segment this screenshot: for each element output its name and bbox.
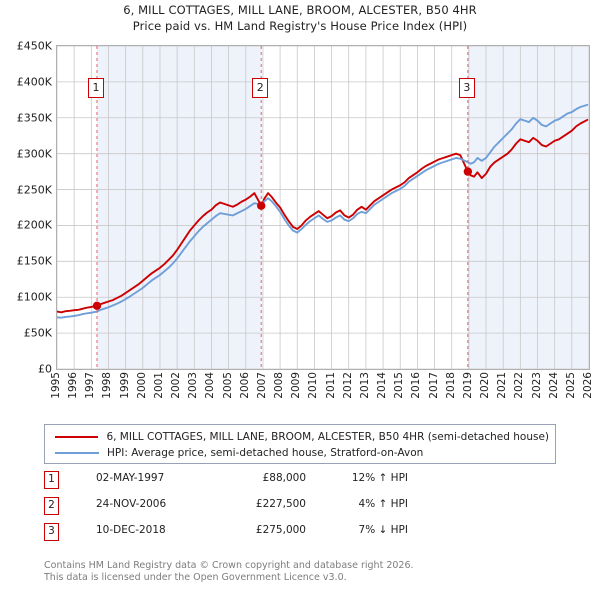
transaction-price: £227,500 — [255, 498, 306, 510]
x-tick-label: 2020 — [479, 372, 492, 399]
x-tick-label: 2015 — [393, 372, 406, 399]
x-tick-label: 2003 — [187, 372, 200, 399]
title-line-1: 6, MILL COTTAGES, MILL LANE, BROOM, ALCE… — [123, 3, 477, 17]
transactions-table: 1 02-MAY-1997 £88,000 12% ↑ HPI 2 24-NOV-2006… — [44, 470, 564, 548]
x-tick-label: 2004 — [204, 372, 217, 399]
x-tick-label: 2007 — [255, 372, 268, 399]
chart-plot-area — [57, 46, 589, 369]
legend-row-hpi: HPI: Average price, semi-detached house,… — [51, 445, 549, 461]
x-tick-label: 2023 — [530, 372, 543, 399]
x-tick-label: 2022 — [513, 372, 526, 399]
transaction-hpi-delta: 12% ↑ HPI — [351, 472, 408, 484]
footer-line-1: Contains HM Land Registry data © Crown c… — [44, 560, 414, 571]
y-tick-label: £450K — [16, 39, 52, 53]
marker-dot — [257, 201, 266, 210]
chart-badge-1[interactable]: 1 — [87, 78, 104, 98]
y-tick-label: £50K — [23, 326, 52, 340]
transaction-index: 1 — [44, 471, 59, 489]
legend-row-property: 6, MILL COTTAGES, MILL LANE, BROOM, ALCE… — [51, 429, 549, 445]
transaction-row: 2 24-NOV-2006 £227,500 4% ↑ HPI — [44, 496, 564, 522]
transaction-price: £88,000 — [262, 472, 306, 484]
shaded-span — [96, 46, 262, 369]
x-tick-label: 2005 — [221, 372, 234, 399]
x-tick-label: 2013 — [358, 372, 371, 399]
transaction-index: 3 — [44, 523, 59, 541]
y-tick-label: £100K — [16, 290, 52, 304]
y-tick-label: £350K — [16, 111, 52, 125]
legend-swatch-property — [55, 436, 99, 438]
x-tick-label: 2024 — [547, 372, 560, 399]
chart-legend: 6, MILL COTTAGES, MILL LANE, BROOM, ALCE… — [44, 424, 556, 464]
legend-swatch-hpi — [55, 452, 99, 454]
x-tick-label: 2021 — [496, 372, 509, 399]
x-tick-label: 2016 — [410, 372, 423, 399]
y-tick-label: £400K — [16, 75, 52, 89]
legend-label-hpi: HPI: Average price, semi-detached house,… — [107, 447, 424, 459]
series-line-0 — [57, 118, 589, 314]
x-tick-label: 2010 — [307, 372, 320, 399]
chart-badge-2[interactable]: 2 — [252, 78, 269, 98]
marker-dot — [463, 167, 473, 176]
y-tick-label: £0 — [38, 362, 52, 376]
y-tick-label: £150K — [16, 254, 52, 268]
transaction-hpi-delta: 7% ↓ HPI — [358, 524, 408, 536]
x-tick-label: 2002 — [170, 372, 183, 399]
x-tick-label: 1998 — [101, 372, 114, 399]
marker-dot — [92, 301, 102, 311]
x-tick-label: 2006 — [238, 372, 251, 399]
x-tick-label: 2019 — [461, 372, 474, 399]
y-tick-label: £250K — [16, 183, 52, 197]
title-line-2: Price paid vs. HM Land Registry's House … — [132, 19, 468, 33]
footer-line-2: This data is licensed under the Open Gov… — [44, 571, 347, 583]
x-axis-labels: 1995 1996 1997 1998 1999 2000 2001 2002 2003 2004… — [50, 372, 594, 418]
x-tick-label: 2012 — [341, 372, 354, 399]
footer-attribution: Contains HM Land Registry data © Crown c… — [44, 560, 584, 583]
x-tick-label: 2026 — [582, 372, 594, 399]
x-tick-label: 2011 — [324, 372, 337, 399]
price-history-chart[interactable] — [56, 45, 590, 370]
transaction-row: 3 10-DEC-2018 £275,000 7% ↓ HPI — [44, 522, 564, 548]
x-tick-label: 2009 — [290, 372, 303, 399]
x-tick-label: 1997 — [84, 372, 97, 399]
transaction-index: 2 — [44, 497, 59, 515]
shaded-span — [467, 46, 589, 369]
x-tick-label: 2025 — [564, 372, 577, 399]
x-tick-label: 1999 — [118, 372, 131, 399]
x-tick-label: 2001 — [152, 372, 165, 399]
y-tick-label: £300K — [16, 147, 52, 161]
chart-badge-3[interactable]: 3 — [458, 78, 475, 98]
legend-label-property: 6, MILL COTTAGES, MILL LANE, BROOM, ALCE… — [106, 431, 549, 443]
x-tick-label: 2017 — [427, 372, 440, 399]
x-tick-label: 2018 — [444, 372, 457, 399]
x-tick-label: 2014 — [376, 372, 389, 399]
x-tick-label: 2008 — [273, 372, 286, 399]
x-tick-label: 1995 — [50, 372, 62, 399]
y-axis-labels: £0 £50K £100K £150K £200K £250K £300K £350K £400… — [0, 40, 52, 376]
x-tick-label: 1996 — [67, 372, 80, 399]
transaction-hpi-delta: 4% ↑ HPI — [358, 498, 408, 510]
series-line-1 — [57, 103, 589, 319]
y-tick-label: £200K — [16, 218, 52, 232]
transaction-date: 02-MAY-1997 — [96, 472, 165, 484]
transaction-date: 10-DEC-2018 — [96, 524, 166, 536]
transaction-price: £275,000 — [255, 524, 306, 536]
transaction-row: 1 02-MAY-1997 £88,000 12% ↑ HPI — [44, 470, 564, 496]
page-title: 6, MILL COTTAGES, MILL LANE, BROOM, ALCE… — [0, 2, 600, 34]
transaction-date: 24-NOV-2006 — [96, 498, 167, 510]
x-tick-label: 2000 — [135, 372, 148, 399]
